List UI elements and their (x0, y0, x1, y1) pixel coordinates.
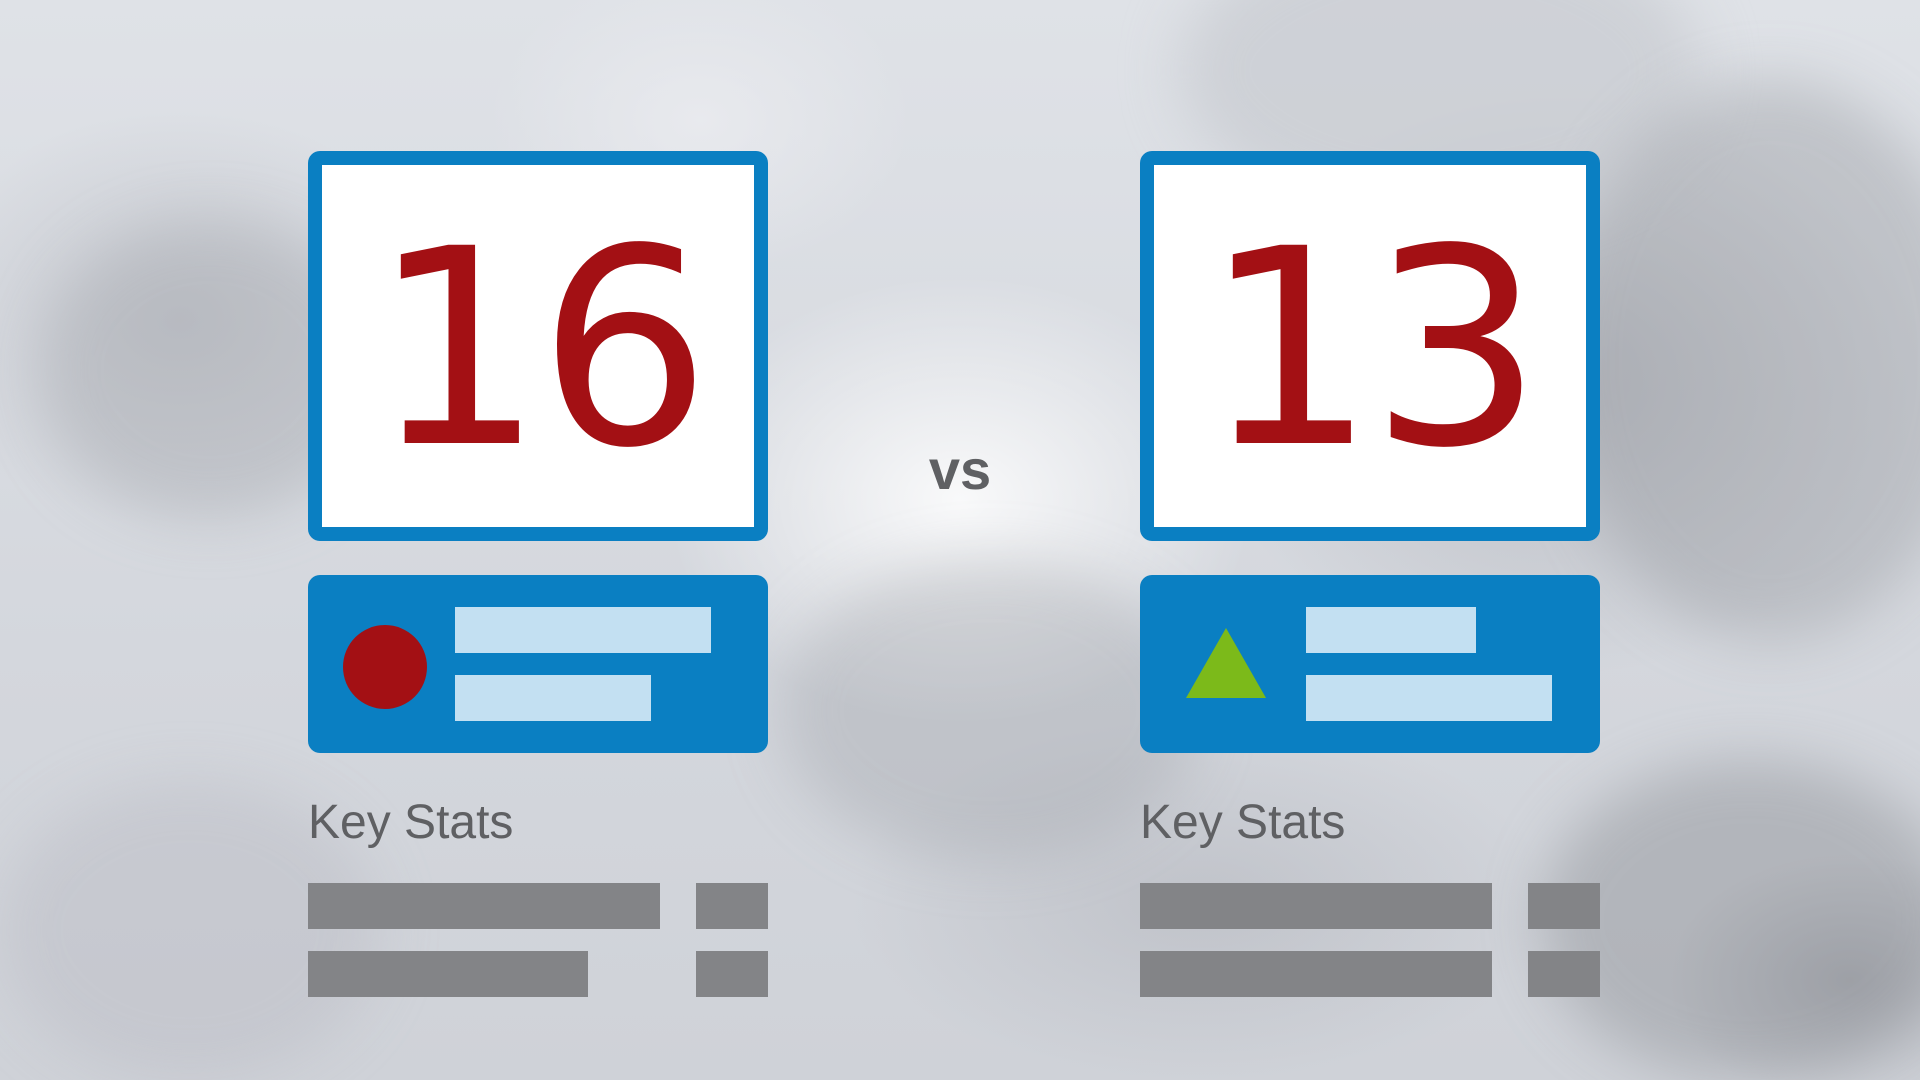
left-stat-value-bar (696, 951, 768, 997)
right-stats-list (1140, 883, 1600, 997)
left-stat-row (308, 951, 768, 997)
right-score-box: 13 (1140, 151, 1600, 541)
right-stat-value-bar (1528, 951, 1600, 997)
left-info-line-1 (455, 607, 711, 653)
left-stat-row (308, 883, 768, 929)
left-score: 16 (370, 192, 711, 508)
right-info-panel (1140, 575, 1600, 753)
right-stat-label-bar (1140, 883, 1492, 929)
left-stat-label-bar (308, 951, 588, 997)
left-info-panel (308, 575, 768, 753)
left-score-box: 16 (308, 151, 768, 541)
background-blur-shape (1540, 760, 1920, 1080)
right-info-line-2 (1306, 675, 1552, 721)
right-stat-row (1140, 883, 1600, 929)
background-blur-shape (0, 780, 380, 1080)
right-info-line-1 (1306, 607, 1476, 653)
right-stats-title: Key Stats (1140, 796, 1346, 849)
right-stat-value-bar (1528, 883, 1600, 929)
left-stat-value-bar (696, 883, 768, 929)
left-stats-list (308, 883, 768, 997)
right-score: 13 (1202, 192, 1543, 508)
right-stat-row (1140, 951, 1600, 997)
left-team-card: 16 Key Stats (308, 151, 768, 997)
left-stats-title: Key Stats (308, 796, 514, 849)
left-stat-label-bar (308, 883, 660, 929)
right-stat-label-bar (1140, 951, 1492, 997)
background-blur-shape (780, 560, 1200, 860)
green-triangle-icon (1186, 628, 1266, 698)
versus-label: vs (928, 438, 992, 501)
red-circle-icon (343, 625, 427, 709)
left-info-line-2 (455, 675, 651, 721)
right-team-card: 13 Key Stats (1140, 151, 1600, 997)
background-blur-shape (1560, 80, 1920, 640)
